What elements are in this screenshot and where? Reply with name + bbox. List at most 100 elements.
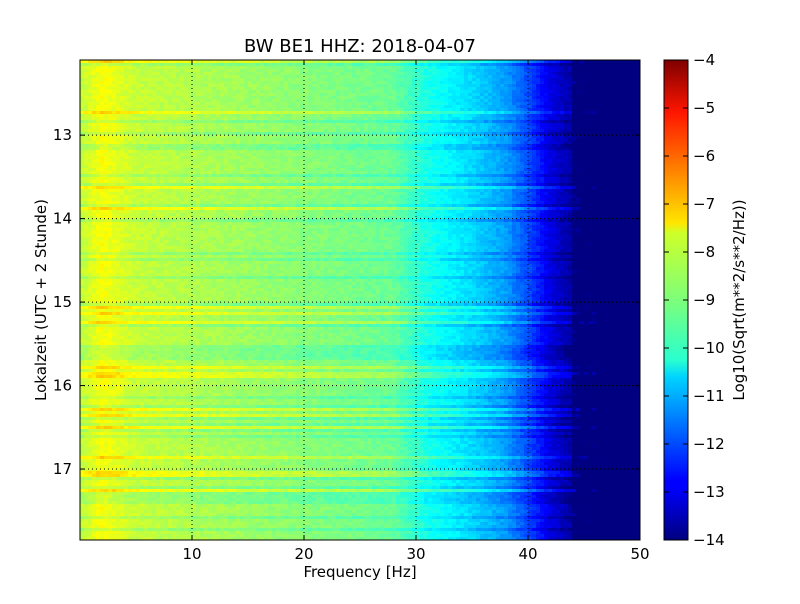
heatmap-cell [464,90,469,94]
heatmap-cell [424,111,429,115]
heatmap-cell [488,90,493,94]
heatmap-cell [100,81,105,85]
heatmap-cell [100,99,105,103]
heatmap-cell [636,69,640,73]
heatmap-cell [252,72,257,76]
heatmap-cell [392,66,397,70]
heatmap-cell [236,90,241,94]
heatmap-cell [456,108,461,112]
heatmap-cell [196,63,201,67]
heatmap-cell [340,111,345,115]
heatmap-cell [328,96,333,100]
heatmap-cell [348,78,353,82]
heatmap-cell [300,63,305,67]
heatmap-cell [560,123,565,127]
heatmap-cell [88,60,93,64]
heatmap-cell [560,96,565,100]
heatmap-cell [164,120,169,124]
heatmap-cell [628,120,633,124]
heatmap-cell [600,120,605,124]
heatmap-cell [324,90,329,94]
heatmap-cell [600,99,605,103]
heatmap-cell [324,102,329,106]
heatmap-cell [596,66,601,70]
heatmap-cell [296,63,301,67]
heatmap-cell [488,69,493,73]
heatmap-cell [452,108,457,112]
heatmap-cell [472,108,477,112]
heatmap-cell [332,108,337,112]
heatmap-cell [480,111,485,115]
heatmap-cell [480,72,485,76]
heatmap-cell [348,120,353,124]
heatmap-cell [216,120,221,124]
heatmap-cell [184,84,189,88]
heatmap-cell [336,60,341,64]
heatmap-cell [584,78,589,82]
heatmap-cell [512,123,517,127]
heatmap-cell [516,108,521,112]
heatmap-cell [484,81,489,85]
heatmap-cell [484,78,489,82]
heatmap-cell [308,75,313,79]
heatmap-cell [348,123,353,127]
heatmap-cell [436,117,441,121]
heatmap-cell [456,72,461,76]
heatmap-cell [92,81,97,85]
heatmap-cell [312,96,317,100]
heatmap-cell [612,60,617,64]
heatmap-cell [532,96,537,100]
heatmap-cell [444,99,449,103]
heatmap-cell [216,99,221,103]
heatmap-cell [172,108,177,112]
heatmap-cell [272,123,277,127]
heatmap-cell [264,72,269,76]
heatmap-cell [464,114,469,118]
heatmap-cell [636,111,640,115]
heatmap-cell [408,78,413,82]
heatmap-cell [320,78,325,82]
heatmap-cell [100,72,105,76]
heatmap-cell [532,120,537,124]
heatmap-cell [592,105,597,109]
heatmap-cell [628,114,633,118]
heatmap-cell [364,108,369,112]
heatmap-cell [152,96,157,100]
heatmap-cell [376,66,381,70]
heatmap-cell [108,60,113,64]
heatmap-cell [128,126,133,130]
heatmap-cell [356,69,361,73]
heatmap-cell [596,105,601,109]
heatmap-cell [92,114,97,118]
heatmap-cell [608,81,613,85]
heatmap-cell [316,84,321,88]
heatmap-cell [580,117,585,121]
heatmap-cell [604,114,609,118]
heatmap-cell [448,81,453,85]
heatmap-cell [552,66,557,70]
heatmap-cell [224,111,229,115]
heatmap-cell [244,120,249,124]
heatmap-cell [464,117,469,121]
heatmap-cell [120,123,125,127]
heatmap-cell [156,90,161,94]
heatmap-cell [116,72,121,76]
heatmap-cell [252,117,257,121]
heatmap-cell [220,81,225,85]
heatmap-cell [356,117,361,121]
heatmap-cell [512,96,517,100]
heatmap-cell [180,114,185,118]
heatmap-cell [224,72,229,76]
heatmap-cell [504,66,509,70]
heatmap-cell [200,102,205,106]
heatmap-cell [132,60,137,64]
heatmap-cell [300,126,305,130]
heatmap-cell [164,75,169,79]
heatmap-cell [448,63,453,67]
heatmap-cell [504,93,509,97]
heatmap-cell [152,75,157,79]
heatmap-cell [324,120,329,124]
heatmap-cell [408,93,413,97]
heatmap-cell [260,99,265,103]
heatmap-cell [128,60,133,64]
